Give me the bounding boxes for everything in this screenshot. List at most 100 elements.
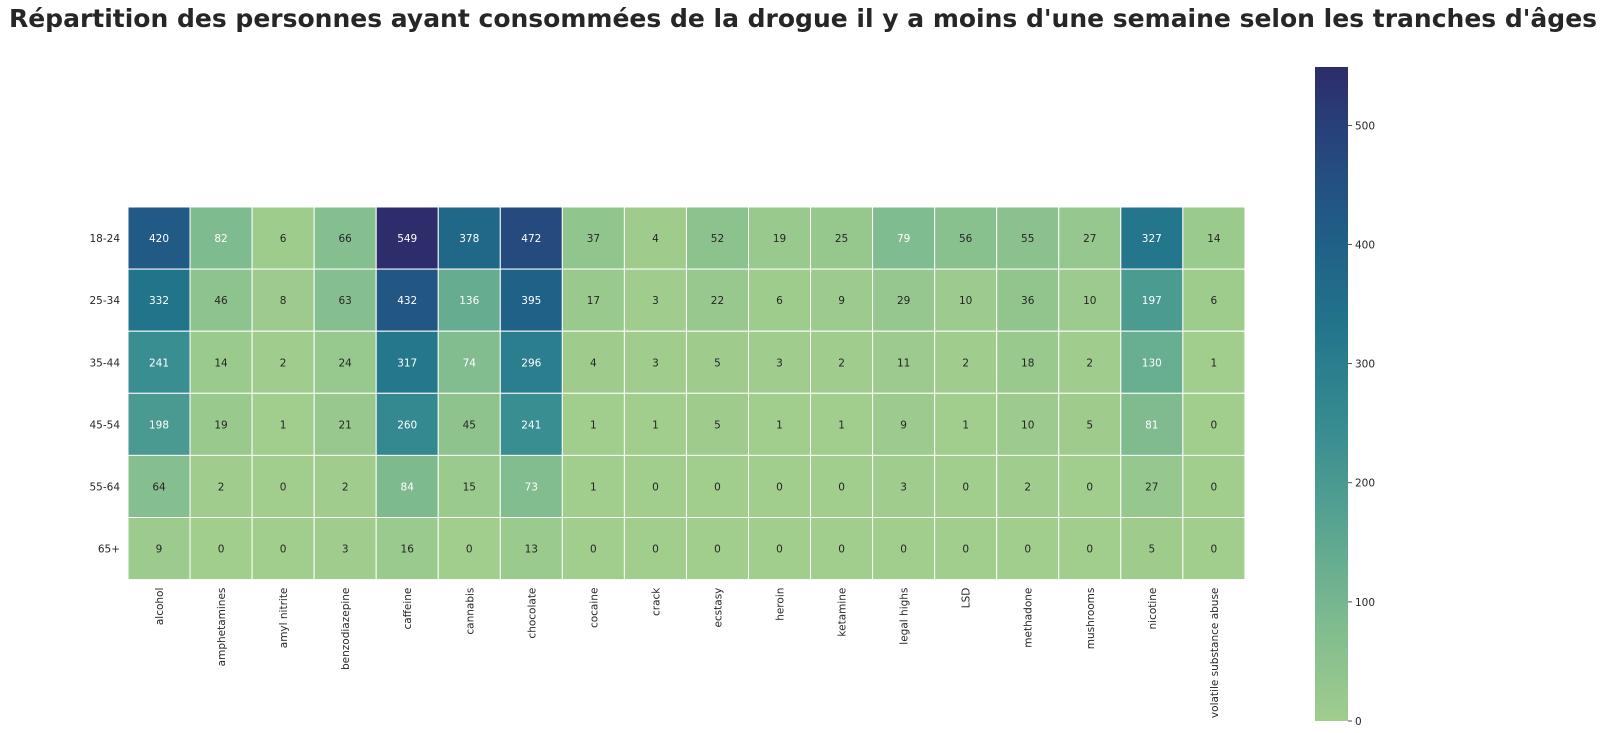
heatmap-cell xyxy=(623,330,687,394)
cell-value-label: 2 xyxy=(838,357,845,369)
cell-value-label: 3 xyxy=(776,357,783,369)
cell-value-label: 21 xyxy=(338,419,351,431)
heatmap-cell xyxy=(561,268,625,332)
cell-value-label: 11 xyxy=(897,357,910,369)
cell-value-label: 10 xyxy=(959,295,972,307)
column-tick-label: alcohol xyxy=(154,588,166,626)
heatmap-cell xyxy=(127,517,191,581)
cell-value-label: 332 xyxy=(149,295,169,307)
heatmap-cell xyxy=(499,206,563,270)
cell-value-label: 5 xyxy=(1148,544,1155,556)
heatmap-cell xyxy=(685,392,750,456)
cell-value-label: 260 xyxy=(397,419,417,431)
cell-value-label: 36 xyxy=(1021,295,1035,307)
cell-value-label: 9 xyxy=(156,544,163,556)
heatmap-cell xyxy=(561,206,625,270)
cell-value-label: 1 xyxy=(838,419,845,431)
cell-value-label: 0 xyxy=(962,481,969,493)
cell-value-label: 45 xyxy=(463,419,476,431)
heatmap-cell xyxy=(1182,454,1246,518)
cell-value-label: 1 xyxy=(652,419,659,431)
cell-value-label: 197 xyxy=(1142,295,1162,307)
heatmap-cell xyxy=(1182,517,1246,581)
cell-value-label: 5 xyxy=(1086,419,1093,431)
cell-value-label: 130 xyxy=(1142,357,1162,369)
cell-value-label: 0 xyxy=(218,544,225,556)
cell-value-label: 25 xyxy=(835,233,848,245)
column-tick-label: ecstasy xyxy=(712,588,724,628)
cell-value-label: 0 xyxy=(776,544,783,556)
heatmap-cell xyxy=(810,206,874,270)
cell-value-label: 3 xyxy=(900,481,907,493)
heatmap-cell xyxy=(251,268,315,332)
cell-value-label: 10 xyxy=(1083,295,1096,307)
cell-value-label: 1 xyxy=(776,419,783,431)
heatmap-cell xyxy=(561,330,625,394)
cell-value-label: 0 xyxy=(1211,481,1218,493)
cell-value-label: 16 xyxy=(401,544,415,556)
cell-value-label: 13 xyxy=(525,544,538,556)
cell-value-label: 74 xyxy=(463,357,477,369)
cell-value-label: 0 xyxy=(714,544,721,556)
heatmap-cell xyxy=(748,330,812,394)
heatmap-cell xyxy=(499,268,563,332)
cell-value-label: 18 xyxy=(1021,357,1034,369)
heatmap-cell xyxy=(251,330,315,394)
colorbar: 0 100 200 300 400 500 xyxy=(1315,67,1375,728)
heatmap-cell xyxy=(748,517,812,581)
cell-value-label: 5 xyxy=(714,357,721,369)
heatmap-cell xyxy=(1058,206,1122,270)
heatmap-cell xyxy=(623,454,687,518)
cell-value-label: 0 xyxy=(466,544,473,556)
heatmap-cell xyxy=(996,330,1060,394)
cell-value-label: 0 xyxy=(714,481,721,493)
heatmap-cell xyxy=(313,517,377,581)
row-tick-labels: 18-24 25-34 35-44 45-54 55-64 65+ xyxy=(89,233,120,556)
cell-value-label: 2 xyxy=(342,481,349,493)
heatmap-cell xyxy=(127,392,191,456)
heatmap-cell xyxy=(934,206,998,270)
cell-value-label: 6 xyxy=(776,295,783,307)
heatmap-cell xyxy=(1182,330,1246,394)
cell-value-label: 472 xyxy=(521,233,541,245)
cell-value-label: 0 xyxy=(962,544,969,556)
cell-value-label: 5 xyxy=(714,419,721,431)
heatmap-cell xyxy=(437,454,501,518)
colorbar-tick-label: 300 xyxy=(1355,359,1375,371)
row-tick-label: 65+ xyxy=(98,544,120,556)
heatmap-cell xyxy=(499,330,563,394)
heatmap-cell xyxy=(748,392,812,456)
cell-value-label: 1 xyxy=(962,419,969,431)
cell-value-label: 82 xyxy=(214,233,227,245)
heatmap-cell xyxy=(375,330,439,394)
heatmap-cell xyxy=(375,454,439,518)
cell-value-label: 3 xyxy=(652,357,659,369)
column-tick-label: legal highs xyxy=(899,588,911,645)
column-tick-label: LSD xyxy=(961,588,973,609)
cell-value-label: 0 xyxy=(900,544,907,556)
heatmap-cell xyxy=(189,268,253,332)
heatmap-cell xyxy=(1120,454,1184,518)
heatmap-cell xyxy=(623,517,687,581)
column-tick-label: methadone xyxy=(1023,588,1035,648)
heatmap-cell xyxy=(685,454,750,518)
heatmap-cell xyxy=(872,454,936,518)
heatmap-cell xyxy=(375,392,439,456)
heatmap-cell xyxy=(934,454,998,518)
heatmap-cell xyxy=(375,268,439,332)
cell-value-label: 22 xyxy=(711,295,724,307)
cell-value-label: 14 xyxy=(214,357,228,369)
cell-value-label: 241 xyxy=(521,419,541,431)
heatmap-cell xyxy=(561,517,625,581)
column-tick-label: benzodiazepine xyxy=(340,588,352,670)
cell-value-label: 378 xyxy=(459,233,479,245)
cell-value-label: 84 xyxy=(401,481,415,493)
column-tick-label: volatile substance abuse xyxy=(1209,588,1221,718)
heatmap-cell xyxy=(251,517,315,581)
row-tick-label: 18-24 xyxy=(89,233,120,245)
heatmap-cell xyxy=(189,206,253,270)
cell-value-label: 15 xyxy=(463,481,476,493)
heatmap-cell xyxy=(996,206,1060,270)
colorbar-tick-label: 100 xyxy=(1355,597,1375,609)
